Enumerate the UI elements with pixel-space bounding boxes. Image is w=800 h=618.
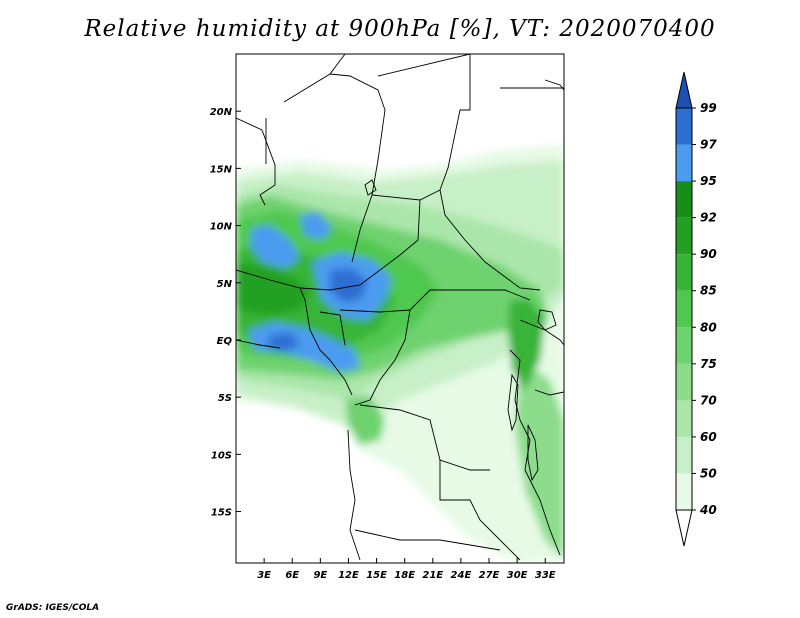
rh-core-east-lakes — [508, 300, 545, 390]
plot-frame — [235, 53, 565, 564]
colorbar-upper-arrow — [675, 71, 693, 109]
colorbar-segment — [676, 473, 692, 510]
colorbar-segment — [676, 400, 692, 437]
colorbar-segment — [676, 436, 692, 474]
x-tick-label: 21E — [422, 570, 443, 581]
y-axis: 20N 15N 10N 5N EQ 5S 10S 15S — [210, 107, 241, 519]
colorbar-segment — [676, 290, 692, 328]
y-tick-label: 5S — [218, 393, 232, 404]
map-title: Relative humidity at 900hPa [%], VT: 202… — [84, 16, 716, 42]
colorbar-label: 97 — [700, 138, 717, 152]
x-tick-label: 9E — [313, 570, 327, 581]
x-tick-label: 18E — [394, 570, 415, 581]
colorbar-label: 70 — [700, 393, 717, 407]
y-tick-label: 5N — [217, 279, 233, 290]
rh-core-north — [300, 212, 332, 240]
colorbar: 40 50 60 70 75 80 85 90 92 95 97 99 — [675, 71, 717, 547]
colorbar-segment — [676, 108, 692, 145]
y-tick-label: EQ — [217, 336, 233, 347]
y-tick-label: 15S — [211, 508, 232, 519]
colorbar-segment — [676, 217, 692, 255]
y-tick-label: 15N — [210, 164, 233, 175]
colorbar-label: 50 — [700, 466, 717, 480]
y-tick-label: 20N — [210, 107, 233, 118]
rh-region-east — [515, 360, 564, 560]
x-tick-label: 12E — [338, 570, 359, 581]
country-borders — [236, 54, 564, 561]
x-tick-label: 24E — [451, 570, 472, 581]
colorbar-label: 92 — [700, 211, 717, 225]
grads-credit: GrADS: IGES/COLA — [6, 603, 100, 613]
colorbar-label: 99 — [700, 101, 717, 115]
colorbar-outline — [675, 107, 693, 511]
colorbar-segment — [676, 254, 692, 291]
colorbar-label: 60 — [700, 430, 717, 444]
colorbar-label: 80 — [700, 320, 717, 334]
x-tick-label: 27E — [479, 570, 500, 581]
x-tick-label: 6E — [285, 570, 299, 581]
colorbar-label: 40 — [699, 503, 717, 517]
colorbar-segment — [676, 363, 692, 401]
x-tick-label: 30E — [507, 570, 528, 581]
x-tick-label: 15E — [366, 570, 387, 581]
x-axis: 3E 6E 9E 12E 15E 18E 21E 24E 27E 30E 33E — [257, 558, 556, 581]
rh-core-deep — [330, 268, 368, 302]
colorbar-label: 90 — [700, 247, 717, 261]
y-tick-label: 10S — [211, 450, 232, 461]
colorbar-label: 75 — [700, 357, 717, 371]
rh-core-west — [250, 225, 300, 268]
colorbar-label: 85 — [700, 284, 717, 298]
y-tick-label: 10N — [210, 222, 233, 233]
colorbar-segment — [676, 144, 692, 182]
colorbar-segment — [676, 181, 692, 218]
colorbar-lower-arrow — [675, 509, 693, 547]
colorbar-label: 95 — [700, 174, 717, 188]
x-tick-label: 33E — [535, 570, 556, 581]
colorbar-segment — [676, 327, 692, 364]
x-tick-label: 3E — [257, 570, 271, 581]
rh-region-south — [345, 395, 385, 445]
